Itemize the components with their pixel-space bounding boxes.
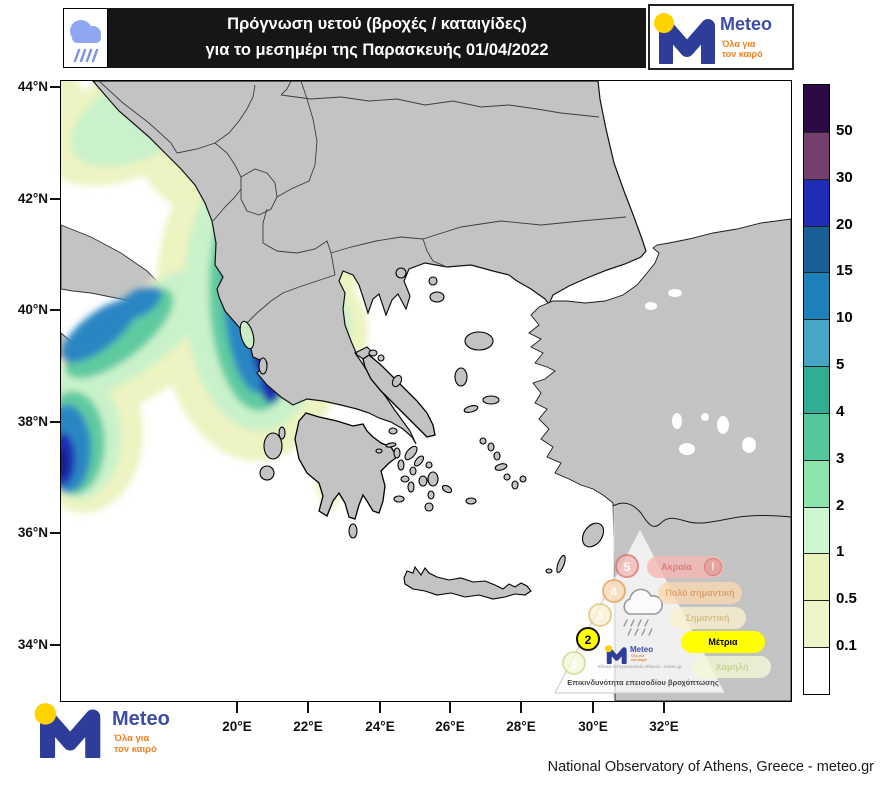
lon-tick-label: 28°E xyxy=(506,719,536,734)
colorbar-level-label: 0.1 xyxy=(836,637,857,655)
lat-tick-label: 44°N xyxy=(17,79,48,94)
colorbar-cell xyxy=(804,600,829,648)
lat-tick-label: 38°N xyxy=(17,414,48,429)
attribution-text: National Observatory of Athens, Greece -… xyxy=(547,759,874,775)
lon-tick-label: 26°E xyxy=(435,719,465,734)
meteo-m-icon xyxy=(654,13,715,64)
exclamation-badge: ! xyxy=(704,558,722,576)
colorbar-level-label: 5 xyxy=(836,356,845,374)
colorbar-level-label: 15 xyxy=(836,262,853,280)
colorbar-level-label: 50 xyxy=(836,121,853,139)
rain-risk-pyramid-legend: Meteo Όλα για τον καιρό Εθνικό Αστεροσκο… xyxy=(555,528,790,698)
meteo-logo-text-mini: Meteo xyxy=(630,645,654,654)
risk-level-circle-3: 3 xyxy=(588,603,612,627)
lat-tick-mark xyxy=(50,421,60,423)
precipitation-colorbar xyxy=(803,84,830,695)
lon-tick-label: 24°E xyxy=(365,719,395,734)
risk-level-label: Σημαντική xyxy=(685,613,730,623)
risk-level-circle-1: 1 xyxy=(562,651,586,675)
lon-tick-mark xyxy=(663,701,665,713)
lat-tick-label: 36°N xyxy=(17,525,48,540)
colorbar-level-label: 0.5 xyxy=(836,590,857,608)
meteo-logo-text-footer: Meteo xyxy=(112,708,170,730)
colorbar-cell xyxy=(804,506,829,554)
lat-tick-mark xyxy=(50,644,60,646)
colorbar-cell xyxy=(804,178,829,226)
meteo-logo-tagline-mini: Όλα για τον καιρό xyxy=(631,654,647,663)
lon-tick-label: 32°E xyxy=(649,719,679,734)
meteo-logo-header: Meteo Όλα για τον καιρό xyxy=(648,4,794,70)
colorbar-cell xyxy=(804,459,829,507)
lat-tick-mark xyxy=(50,86,60,88)
risk-level-label: Χαμηλή xyxy=(715,662,749,672)
risk-level-label: Ακραία xyxy=(661,562,692,572)
risk-level-pill-5: Ακραία! xyxy=(647,556,724,578)
risk-level-pill-3: Σημαντική xyxy=(669,607,746,629)
colorbar-level-label: 3 xyxy=(836,449,845,467)
rain-cloud-icon xyxy=(63,8,108,68)
page-title-line1: Πρόγνωση υετού (βροχές / καταιγίδες) xyxy=(227,15,527,34)
risk-level-circle-5: 5 xyxy=(615,554,639,578)
rain-cloud-icon-glyph xyxy=(70,20,101,63)
colorbar-cell xyxy=(804,366,829,413)
map-canvas xyxy=(23,40,792,702)
lat-tick-mark xyxy=(50,309,60,311)
colorbar-cell xyxy=(804,553,829,601)
risk-level-pill-4: Πολύ σημαντική xyxy=(658,582,742,604)
lon-tick-mark xyxy=(449,701,451,713)
turkish-lakes xyxy=(645,289,756,455)
colorbar-level-label: 2 xyxy=(836,496,845,514)
colorbar-cell xyxy=(804,85,829,132)
lon-tick-label: 30°E xyxy=(578,719,608,734)
risk-level-label: Πολύ σημαντική xyxy=(665,588,735,598)
lon-tick-mark xyxy=(520,701,522,713)
antalya-coastline xyxy=(612,502,792,527)
lon-tick-mark xyxy=(236,701,238,713)
risk-level-circle-2: 2 xyxy=(576,627,600,651)
greek-islands xyxy=(239,267,605,600)
meteo-logo-tagline-footer: Όλα για τον καιρό xyxy=(114,733,157,755)
lat-tick-label: 40°N xyxy=(17,302,48,317)
lon-tick-label: 20°E xyxy=(222,719,252,734)
colorbar-cell xyxy=(804,272,829,320)
lon-tick-mark xyxy=(307,701,309,713)
colorbar-cell xyxy=(804,412,829,460)
pyramid-title: Επικινδυνότητα επεισοδίου βροχόπτωσης xyxy=(567,678,719,687)
country-borders xyxy=(98,80,627,330)
colorbar-level-label: 20 xyxy=(836,215,853,233)
colorbar-cell xyxy=(804,225,829,273)
rain-cloud-outline-icon xyxy=(623,588,664,636)
colorbar-level-label: 30 xyxy=(836,168,853,186)
lat-tick-label: 34°N xyxy=(17,637,48,652)
risk-level-circle-4: 4 xyxy=(602,579,626,603)
lon-tick-label: 22°E xyxy=(293,719,323,734)
page-title: Πρόγνωση υετού (βροχές / καταιγίδες) για… xyxy=(108,8,646,68)
lat-tick-label: 42°N xyxy=(17,191,48,206)
colorbar-level-label: 10 xyxy=(836,309,853,327)
lon-tick-mark xyxy=(379,701,381,713)
lat-tick-mark xyxy=(50,532,60,534)
risk-level-pill-1: Χαμηλή xyxy=(693,656,771,678)
colorbar-cell xyxy=(804,319,829,367)
pyramid-source-line: Εθνικό Αστεροσκοπείο Αθηνών - meteo.gr xyxy=(598,664,682,669)
risk-level-pill-2: Μέτρια xyxy=(681,631,765,653)
risk-level-label: Μέτρια xyxy=(708,637,738,647)
colorbar-level-label: 4 xyxy=(836,402,845,420)
meteo-m-icon-footer xyxy=(34,703,101,758)
meteo-m-icon-mini xyxy=(605,645,627,664)
meteo-logo-tagline: Όλα για τον καιρό xyxy=(722,39,763,60)
forecast-map xyxy=(23,40,792,702)
colorbar-cell xyxy=(804,647,829,694)
lat-tick-mark xyxy=(50,198,60,200)
page-title-line2: για το μεσημέρι της Παρασκευής 01/04/202… xyxy=(205,41,549,59)
colorbar-level-label: 1 xyxy=(836,543,845,561)
meteo-logo-footer: Meteo Όλα για τον καιρό xyxy=(28,698,198,768)
colorbar-cell xyxy=(804,131,829,179)
lon-tick-mark xyxy=(592,701,594,713)
meteo-logo-text: Meteo xyxy=(720,14,773,34)
